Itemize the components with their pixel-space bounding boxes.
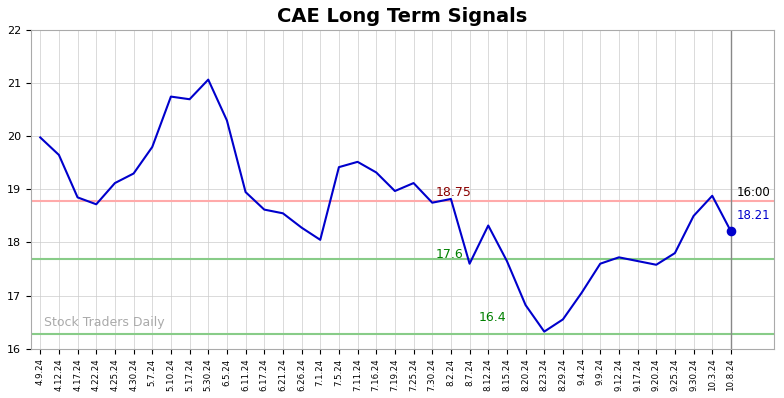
- Text: 17.6: 17.6: [436, 248, 463, 261]
- Text: 16.4: 16.4: [479, 311, 506, 324]
- Title: CAE Long Term Signals: CAE Long Term Signals: [278, 7, 528, 26]
- Text: 18.75: 18.75: [436, 185, 472, 199]
- Text: 16:00: 16:00: [736, 185, 770, 199]
- Point: [724, 228, 737, 234]
- Text: Stock Traders Daily: Stock Traders Daily: [44, 316, 165, 330]
- Text: 18.21: 18.21: [736, 209, 770, 222]
